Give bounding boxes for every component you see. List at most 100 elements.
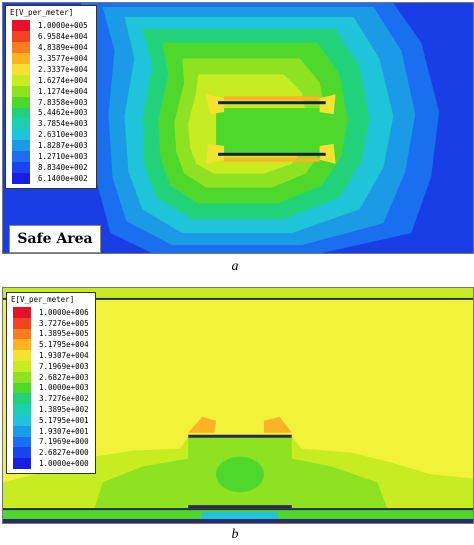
legend-row: 3.7276e+002 <box>13 393 93 405</box>
legend-value: 1.3895e+005 <box>39 329 89 339</box>
legend-swatch <box>13 447 31 459</box>
field-plot-a: E[V_per_meter] 1.0000e+005 6.9584e+004 4… <box>2 2 474 254</box>
legend-value: 2.3337e+004 <box>38 64 88 74</box>
safe-area-label: Safe Area <box>17 231 93 247</box>
legend-swatch <box>13 307 31 318</box>
legend-row: 1.1274e+004 <box>12 85 94 97</box>
legend-value: 1.3895e+002 <box>39 405 89 415</box>
hotspot-top-right <box>319 94 336 115</box>
legend-row: 7.1969e+000 <box>13 436 93 448</box>
legend-row: 3.7854e+003 <box>12 118 94 130</box>
legend-value: 2.6310e+003 <box>38 130 88 140</box>
legend-value: 3.3577e+004 <box>38 53 88 63</box>
legend-value: 3.7276e+002 <box>39 394 89 404</box>
legend-swatch <box>13 414 31 426</box>
legend-value: 1.1274e+004 <box>38 86 88 96</box>
legend-row: 1.0000e+005 <box>12 20 94 31</box>
legend-value: 8.8340e+002 <box>38 163 88 173</box>
legend-value: 1.0000e+000 <box>39 459 89 469</box>
legend-row: 4.8389e+004 <box>12 41 94 53</box>
legend-row: 7.1969e+003 <box>13 360 93 372</box>
legend-row: 8.8340e+002 <box>12 162 94 174</box>
enclosure-plate-top <box>188 434 292 438</box>
hotspot-top-left <box>206 94 225 115</box>
enclosure-core <box>216 456 264 493</box>
legend-swatch <box>13 350 31 361</box>
legend-rows-b: 1.0000e+006 3.7276e+005 1.3895e+005 5.17… <box>13 307 93 469</box>
legend-swatch <box>12 74 30 86</box>
hotspot-right <box>263 416 292 433</box>
legend-value: 1.0000e+003 <box>39 383 89 393</box>
field-core <box>216 108 328 156</box>
top-strip-band <box>3 288 473 300</box>
legend-value: 7.8358e+003 <box>38 97 88 107</box>
legend-row: 7.8358e+003 <box>12 96 94 108</box>
legend-value: 1.0000e+005 <box>38 20 88 30</box>
legend-row: 3.3577e+004 <box>12 52 94 64</box>
legend-rows-a: 1.0000e+005 6.9584e+004 4.8389e+004 3.35… <box>12 20 94 185</box>
field-contour-a <box>3 3 473 253</box>
legend-value: 6.1400e+002 <box>38 174 88 184</box>
legend-swatch <box>13 382 31 394</box>
legend-swatch <box>12 30 30 42</box>
hotspot-bottom-left <box>206 143 225 164</box>
legend-swatch <box>13 458 31 469</box>
enclosure-plate-bottom <box>188 505 292 509</box>
conductor-plate-bottom <box>218 152 326 156</box>
field-plot-b: E[V_per_meter] 1.0000e+006 3.7276e+005 1… <box>2 287 474 524</box>
legend-row: 3.7276e+005 <box>13 317 93 329</box>
legend-value: 5.1795e+004 <box>39 340 89 350</box>
legend-swatch <box>13 360 31 372</box>
color-legend-b: E[V_per_meter] 1.0000e+006 3.7276e+005 1… <box>6 292 96 474</box>
legend-swatch <box>12 151 30 163</box>
legend-value: 1.0000e+006 <box>39 307 89 317</box>
legend-value: 5.1795e+001 <box>39 415 89 425</box>
legend-swatch <box>12 85 30 97</box>
legend-row: 1.3895e+005 <box>13 328 93 340</box>
legend-value: 7.1969e+003 <box>39 361 89 371</box>
legend-swatch <box>12 173 30 185</box>
legend-value: 1.6274e+004 <box>38 75 88 85</box>
legend-swatch <box>13 425 31 437</box>
legend-value: 1.2710e+003 <box>38 152 88 162</box>
legend-row: 6.9584e+004 <box>12 30 94 42</box>
legend-row: 5.1795e+004 <box>13 339 93 351</box>
legend-value: 2.6827e+003 <box>39 372 89 382</box>
legend-row: 5.1795e+001 <box>13 414 93 426</box>
legend-swatch <box>12 118 30 130</box>
top-conductor-line <box>3 297 473 300</box>
bottom-hot-spot <box>202 512 278 523</box>
figure-caption-a: a <box>231 259 239 274</box>
legend-row: 6.1400e+002 <box>12 173 94 185</box>
legend-value: 4.8389e+004 <box>38 42 88 52</box>
legend-title-b: E[V_per_meter] <box>11 295 75 304</box>
legend-swatch <box>13 393 31 405</box>
legend-swatch <box>12 140 30 152</box>
legend-swatch <box>13 317 31 329</box>
legend-row: 1.8287e+003 <box>12 140 94 152</box>
legend-value: 3.7276e+005 <box>39 318 89 328</box>
hotspot-center-bottom <box>224 157 320 162</box>
color-legend-a: E[V_per_meter] 1.0000e+005 6.9584e+004 4… <box>5 5 97 189</box>
legend-swatch <box>12 41 30 53</box>
legend-row: 2.6827e+003 <box>13 371 93 383</box>
legend-value: 5.4462e+003 <box>38 108 88 118</box>
ground-plane-line <box>3 519 473 523</box>
legend-swatch <box>12 20 30 31</box>
legend-value: 6.9584e+004 <box>38 31 88 41</box>
legend-swatch <box>12 52 30 64</box>
legend-value: 1.8287e+003 <box>38 141 88 151</box>
legend-row: 1.9307e+004 <box>13 350 93 361</box>
conductor-plate-top <box>218 101 326 105</box>
legend-title-a: E[V_per_meter] <box>10 8 74 17</box>
hotspot-center-top <box>224 96 320 101</box>
legend-row: 1.0000e+003 <box>13 382 93 394</box>
legend-swatch <box>12 96 30 108</box>
hotspot-left <box>188 416 217 433</box>
legend-row: 1.6274e+004 <box>12 74 94 86</box>
legend-value: 1.9307e+004 <box>39 351 89 361</box>
legend-row: 1.9307e+001 <box>13 425 93 437</box>
legend-swatch <box>12 107 30 119</box>
legend-row: 1.0000e+006 <box>13 307 93 318</box>
hotspot-bottom-right <box>319 143 336 164</box>
